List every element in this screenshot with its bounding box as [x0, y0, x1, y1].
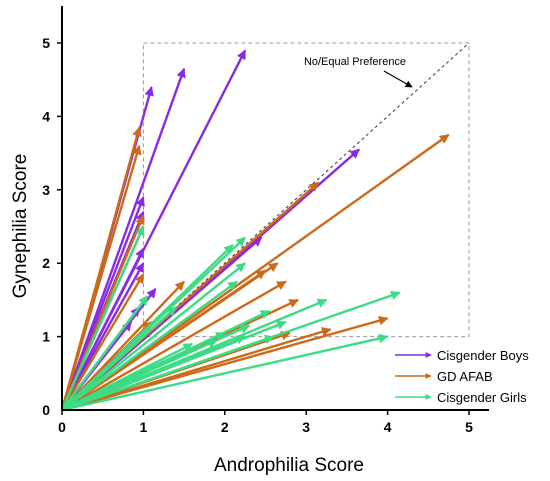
- x-tick-label: 3: [302, 419, 310, 435]
- y-tick-label: 1: [42, 329, 50, 345]
- vector-cisgender-girls-3: [61, 262, 246, 411]
- y-tick-label: 3: [42, 182, 50, 198]
- vector-cisgender-girls-2: [61, 243, 234, 411]
- vector-gd-afab-13: [61, 327, 332, 412]
- no-preference-region-box: [142, 42, 470, 338]
- x-axis-label: Androphilia Score: [214, 455, 364, 476]
- x-tick-label: 2: [221, 419, 229, 435]
- annotation-pointer: [383, 70, 413, 88]
- y-tick-label: 0: [42, 402, 50, 418]
- vector-cisgender-boys-1: [60, 67, 186, 411]
- vector-cisgender-girls-6: [61, 306, 177, 411]
- legend: Cisgender Boys GD AFAB Cisgender Girls: [395, 348, 529, 405]
- legend-label: GD AFAB: [437, 369, 493, 384]
- y-tick-label: 5: [42, 35, 50, 51]
- vector-cisgender-girls-0: [60, 225, 145, 411]
- x-tick-label: 5: [465, 419, 473, 435]
- vector-gd-afab-8: [61, 280, 287, 412]
- legend-label: Cisgender Girls: [437, 390, 527, 405]
- x-tick-label: 1: [140, 419, 148, 435]
- vector-cisgender-girls-5: [61, 295, 149, 411]
- vector-cisgender-girls-16: [61, 333, 389, 412]
- vector-gd-afab-7: [60, 273, 145, 411]
- legend-label: Cisgender Boys: [437, 348, 529, 363]
- equal-preference-line: [143, 42, 470, 337]
- x-tick-label: 0: [58, 419, 66, 435]
- y-tick-label: 4: [42, 108, 50, 124]
- vector-gd-afab-1: [60, 144, 142, 411]
- vector-cisgender-girls-4: [61, 280, 238, 411]
- vector-cisgender-girls-12: [61, 334, 275, 412]
- axis-ticks: 0 1 2 3 4 5 1 2 3 4 5 0: [42, 35, 473, 435]
- y-tick-label: 2: [42, 255, 50, 271]
- vector-cisgender-girls-17: [61, 331, 226, 412]
- y-axis-label: Gynephilia Score: [10, 154, 31, 299]
- vector-cisgender-girls-13: [61, 335, 247, 412]
- vector-arrows: [60, 49, 450, 412]
- vector-gd-afab-6: [61, 269, 267, 411]
- annotation-label: No/Equal Preference: [304, 56, 406, 68]
- x-tick-label: 4: [384, 419, 392, 435]
